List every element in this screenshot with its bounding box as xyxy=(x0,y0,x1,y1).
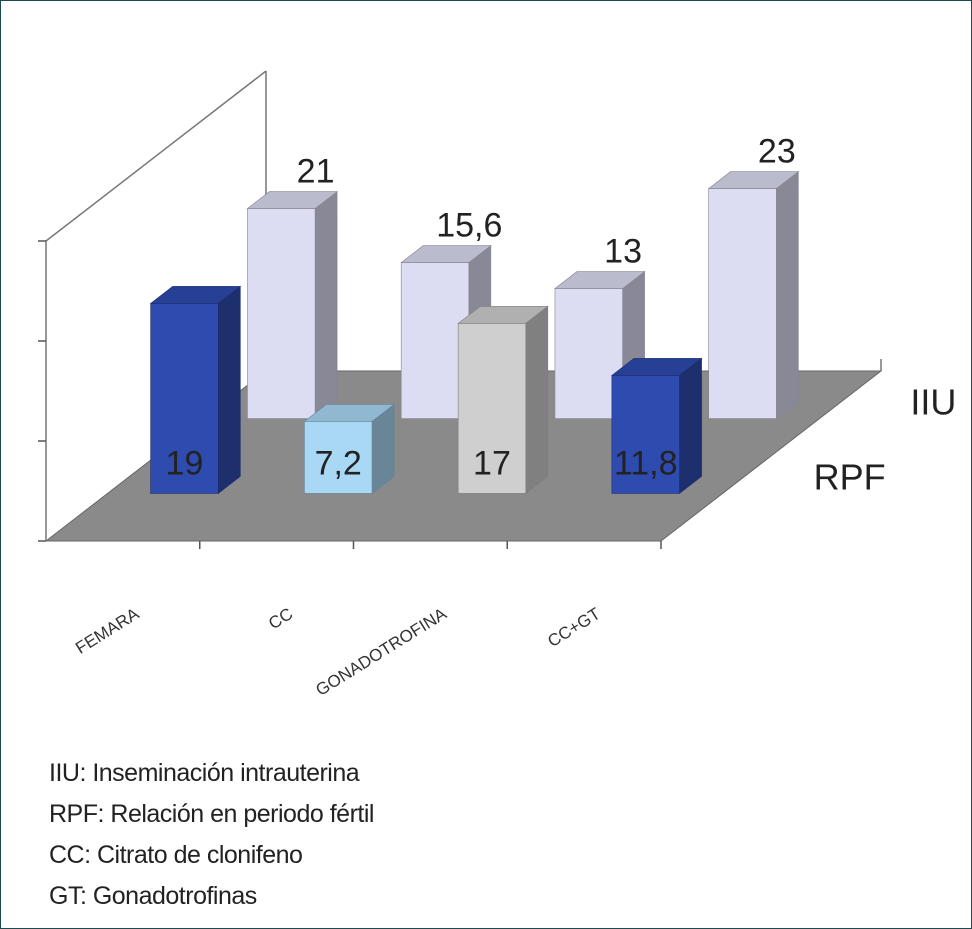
bar xyxy=(246,190,338,420)
note: IIU: Inseminación intrauterina xyxy=(49,759,360,787)
bar xyxy=(611,357,703,495)
value-label: 13 xyxy=(604,233,642,271)
x-tick-label: GONADOTROFINA xyxy=(312,604,450,700)
bar xyxy=(303,403,395,495)
note: CC: Citrato de clonifeno xyxy=(49,841,303,869)
bar-face xyxy=(304,421,373,494)
value-label: 11,8 xyxy=(614,444,678,482)
notes: IIU: Inseminación intrauterina RPF: Rela… xyxy=(49,753,374,917)
bar-face xyxy=(457,323,527,494)
bar-face xyxy=(776,170,799,420)
x-tick-label: CC+GT xyxy=(544,604,603,651)
note: GT: Gonadotrofinas xyxy=(49,882,257,910)
bar-face xyxy=(708,188,777,419)
bar-face xyxy=(247,208,316,419)
note: RPF: Relación en periodo fértil xyxy=(49,800,374,828)
bar xyxy=(707,170,800,420)
value-label: 19 xyxy=(166,444,204,482)
value-label: 21 xyxy=(297,153,335,191)
value-label: 23 xyxy=(758,133,796,171)
x-tick-label: CC xyxy=(265,604,296,633)
bar-face xyxy=(150,303,219,494)
wall-edge xyxy=(45,70,267,242)
bar-face xyxy=(554,288,623,419)
chart: FEMARA CC GONADOTROFINA CC+GT 21 15,6 13 23 IIU 1… xyxy=(38,70,956,700)
bar-face xyxy=(525,305,549,495)
value-label: 7,2 xyxy=(315,444,362,482)
bar-face xyxy=(314,190,338,420)
value-label: 17 xyxy=(473,444,511,482)
series-label: IIU xyxy=(910,382,956,423)
bar xyxy=(457,305,549,495)
x-tick-label: FEMARA xyxy=(72,604,143,658)
series-label: RPF xyxy=(814,456,886,497)
bar-face xyxy=(218,285,241,495)
value-label: 15,6 xyxy=(436,207,502,245)
bar-face xyxy=(400,262,470,419)
bar-face xyxy=(679,357,702,495)
bar xyxy=(149,285,242,495)
bar-face xyxy=(611,375,680,494)
